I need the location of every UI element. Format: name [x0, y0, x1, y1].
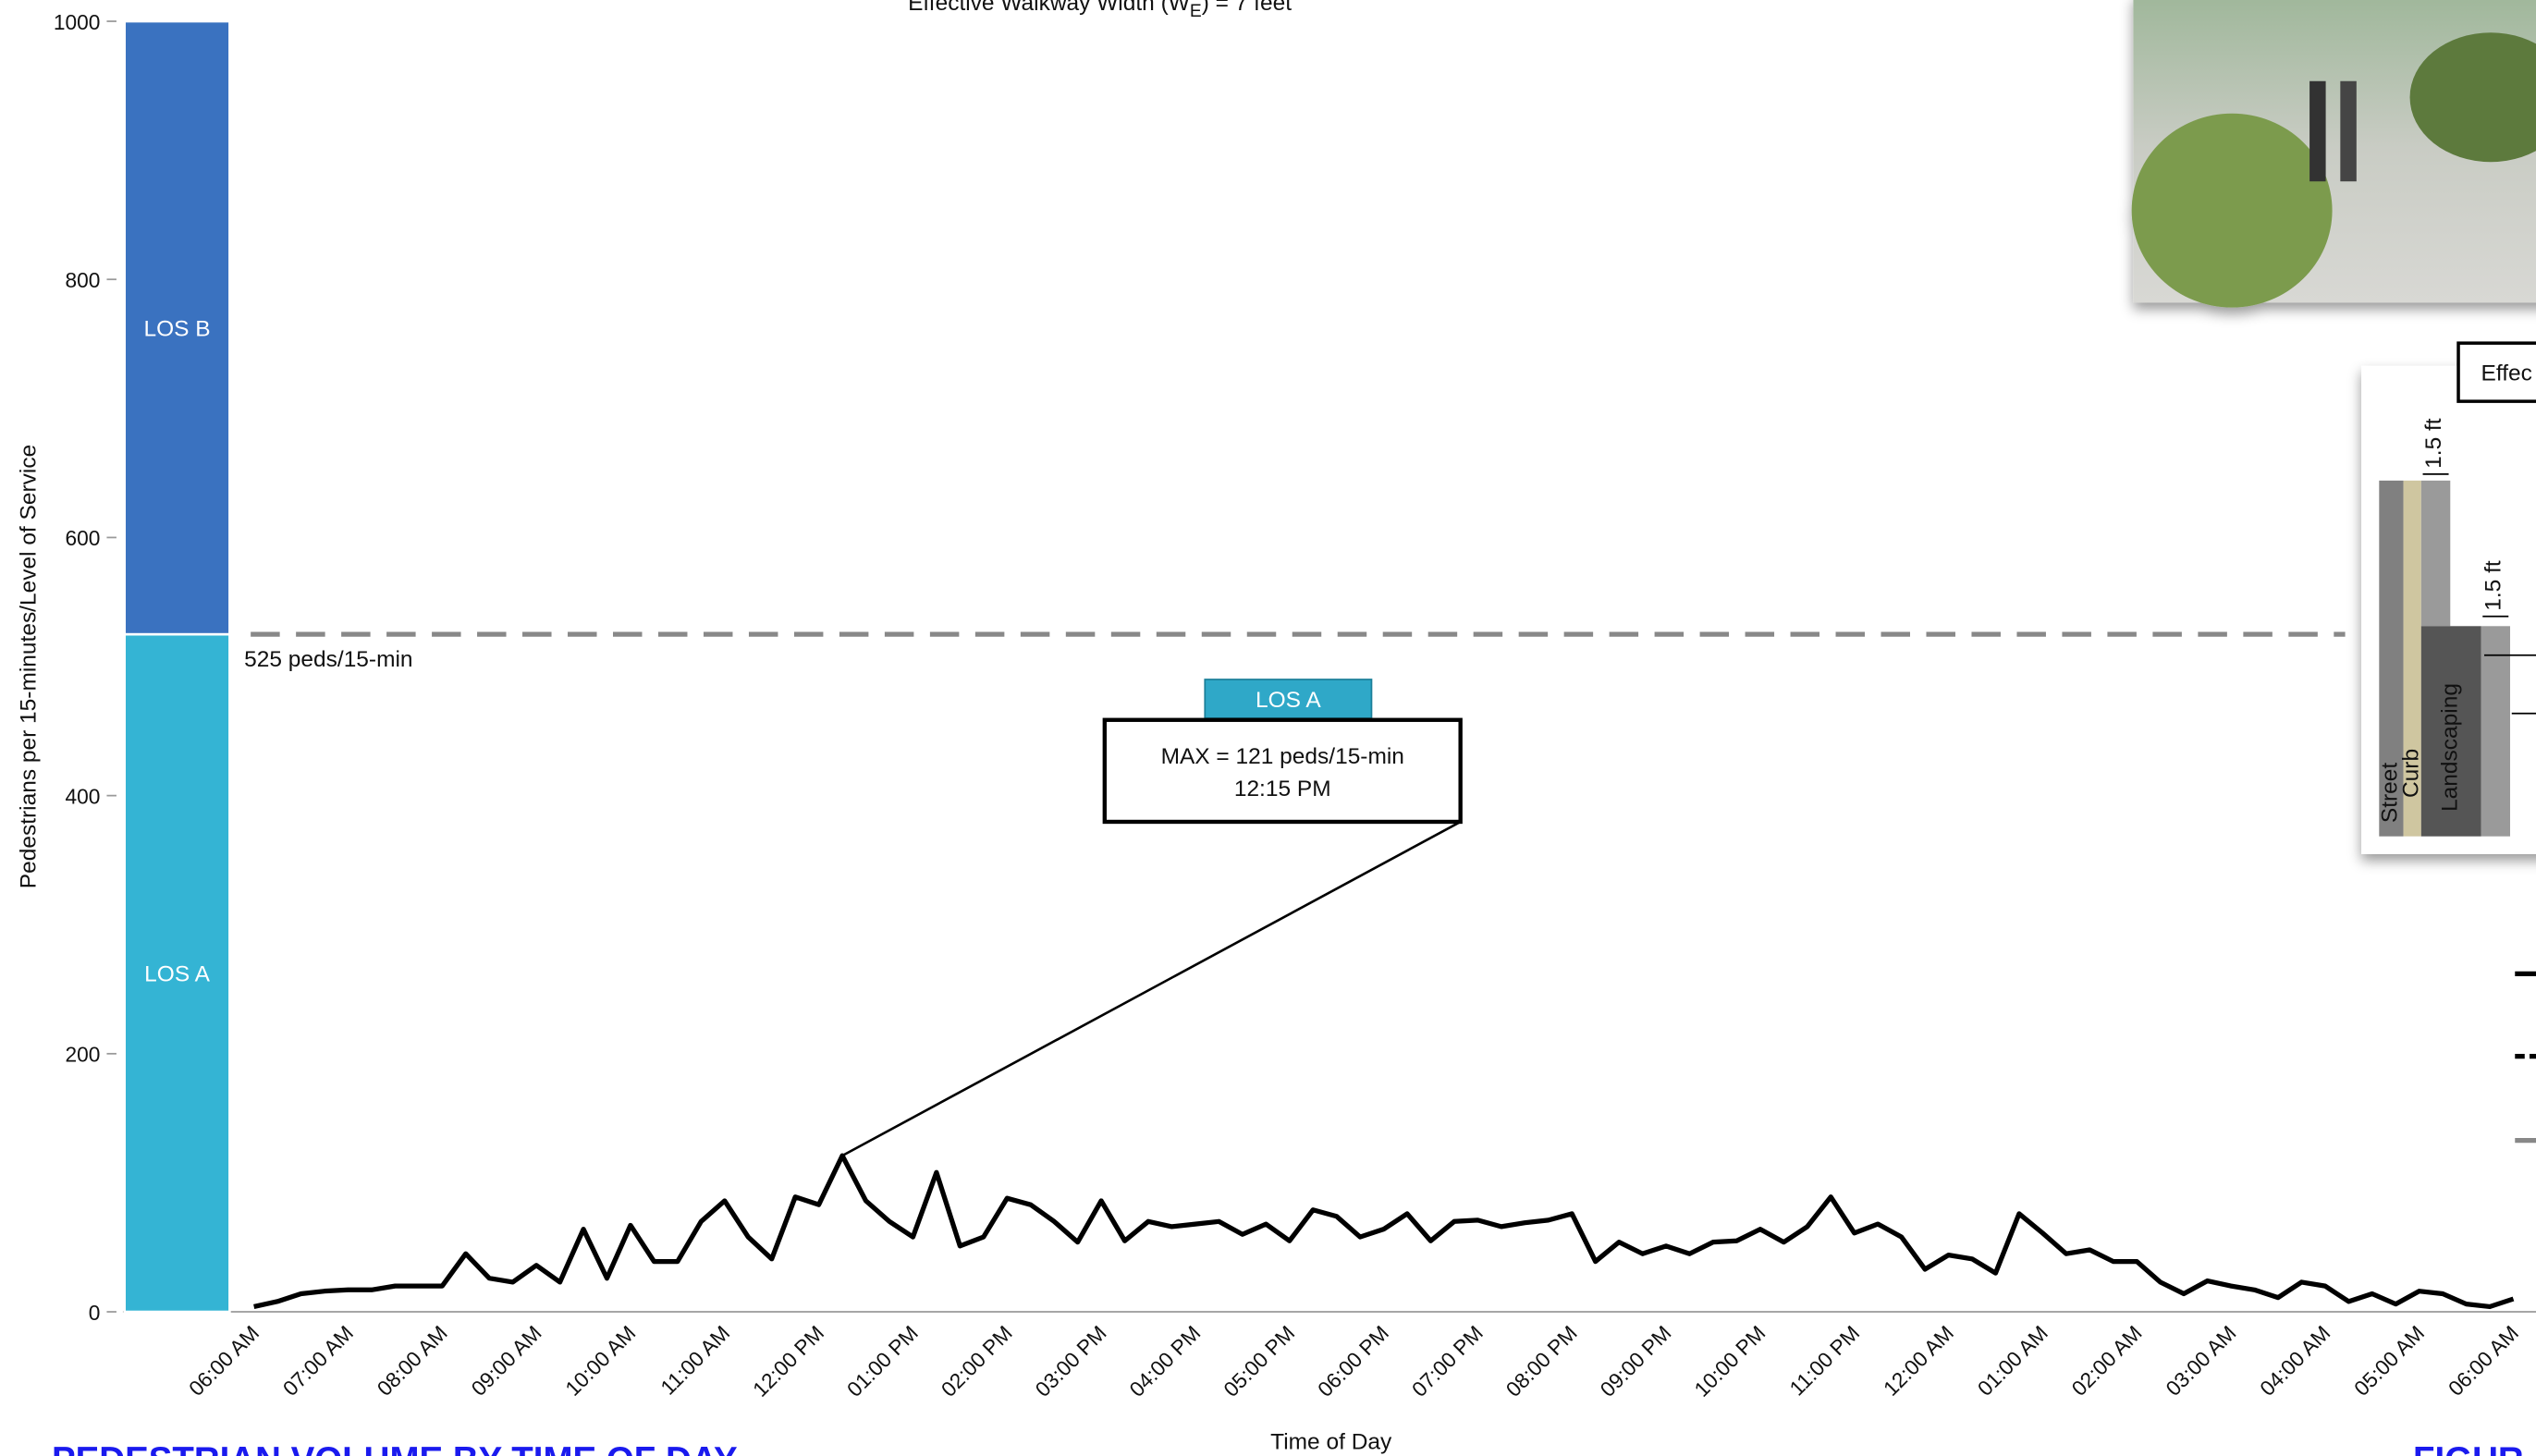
- x-tick-label: 06:00 PM: [1313, 1321, 1393, 1401]
- volume-line: [253, 1153, 2515, 1310]
- x-tick-label: 04:00 PM: [1124, 1321, 1205, 1401]
- x-tick-label: 11:00 PM: [1784, 1321, 1864, 1401]
- cross-section-diagram: Effec Street Curb Landscaping 1.5 ft 1.5…: [2361, 341, 2536, 854]
- x-tick-label: 10:00 AM: [560, 1321, 640, 1401]
- x-tick-label: 09:00 PM: [1595, 1321, 1675, 1401]
- x-axis-title: Time of Day: [1270, 1430, 1392, 1455]
- x-tick-label: 01:00 PM: [842, 1321, 923, 1401]
- los-band-label: LOS A: [144, 961, 210, 986]
- dim-mid: 1.5 ft: [2481, 560, 2506, 611]
- diagram-title: Effec: [2481, 361, 2532, 385]
- y-tick-label: 200: [66, 1043, 101, 1067]
- x-tick-label: 08:00 PM: [1501, 1321, 1582, 1401]
- los-band-label: LOS B: [143, 316, 210, 341]
- los-band: [123, 19, 231, 636]
- chart-title: Effective Walkway Width (WE) = 7 feet: [908, 0, 1292, 21]
- x-tick-label: 06:00 AM: [184, 1321, 263, 1401]
- x-tick-label: 10:00 PM: [1689, 1321, 1770, 1401]
- legend-stubs: [2515, 971, 2536, 1144]
- los-band: [123, 632, 231, 1314]
- y-tick-label: 800: [66, 268, 101, 292]
- x-tick-label: 07:00 PM: [1407, 1321, 1488, 1401]
- x-tick-label: 12:00 AM: [1879, 1321, 1958, 1401]
- annotation-leader: [841, 820, 1462, 1157]
- footer-title: PEDESTRIAN VOLUME BY TIME OF DAY: [52, 1440, 738, 1456]
- annotation-badge: [1204, 679, 1373, 719]
- annotation-box: [1102, 717, 1463, 825]
- x-tick-label: 05:00 AM: [2349, 1321, 2429, 1401]
- photo: [2131, 0, 2536, 308]
- x-tick-label: 06:00 AM: [2444, 1321, 2523, 1401]
- annotation-text: MAX = 121 peds/15-min: [1161, 744, 1404, 769]
- curb-label: Curb: [2398, 749, 2423, 798]
- x-tick-label: 01:00 AM: [1973, 1321, 2052, 1401]
- y-tick-label: 600: [66, 526, 101, 550]
- x-tick-label: 09:00 AM: [466, 1321, 545, 1401]
- x-tick-label: 02:00 PM: [937, 1321, 1017, 1401]
- street-label: Street: [2378, 763, 2403, 824]
- title-tail: ) = 7 feet: [1202, 0, 1293, 16]
- title-text: Effective Walkway Width (W: [908, 0, 1191, 16]
- x-tick-label: 05:00 PM: [1219, 1321, 1299, 1401]
- x-tick-label: 02:00 AM: [2066, 1321, 2146, 1401]
- x-tick-label: 12:00 PM: [748, 1321, 828, 1401]
- x-tick-label: 04:00 AM: [2255, 1321, 2334, 1401]
- x-tick-label: 03:00 AM: [2161, 1321, 2240, 1401]
- annotation-badge-text: LOS A: [1256, 688, 1321, 713]
- y-tick-label: 400: [66, 784, 101, 808]
- y-axis-title: Pedestrians per 15-minutes/Level of Serv…: [16, 445, 41, 888]
- y-tick-label: 0: [89, 1301, 101, 1325]
- x-tick-label: 07:00 AM: [278, 1321, 358, 1401]
- x-tick-label: 03:00 PM: [1030, 1321, 1110, 1401]
- threshold-label: 525 peds/15-min: [244, 647, 412, 672]
- y-tick-label: 1000: [54, 10, 101, 34]
- landscaping-label: Landscaping: [2437, 683, 2462, 812]
- x-tick-label: 11:00 AM: [655, 1321, 734, 1400]
- footer-figure: FIGUR: [2413, 1440, 2524, 1456]
- dim-top: 1.5 ft: [2421, 418, 2446, 469]
- annotation-text: 12:15 PM: [1234, 777, 1331, 801]
- x-tick-label: 08:00 AM: [373, 1321, 452, 1401]
- title-sub: E: [1190, 2, 1202, 21]
